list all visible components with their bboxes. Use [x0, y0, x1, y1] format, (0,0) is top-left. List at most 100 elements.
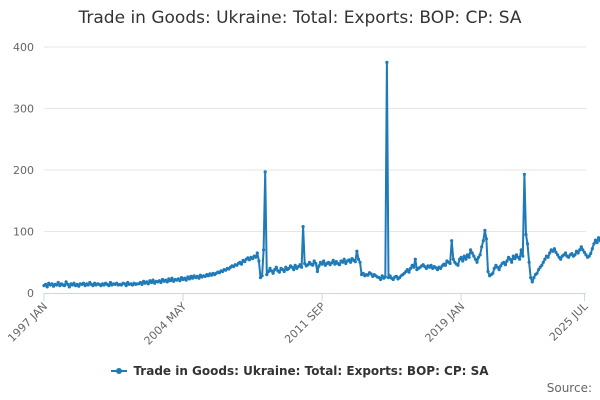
- data-point: [64, 280, 68, 284]
- data-point: [443, 263, 447, 267]
- data-point: [502, 260, 506, 264]
- data-point: [266, 269, 270, 274]
- data-point: [124, 284, 128, 288]
- data-point: [255, 251, 259, 255]
- data-point: [301, 225, 305, 229]
- data-point: [589, 252, 593, 256]
- data-point: [355, 249, 359, 253]
- data-point: [190, 276, 195, 280]
- data-point: [347, 258, 351, 262]
- data-point: [187, 277, 191, 281]
- series-line: [43, 61, 600, 288]
- data-point: [469, 248, 473, 252]
- data-point: [55, 283, 59, 287]
- data-point: [341, 260, 345, 264]
- y-tick-label: 400: [13, 41, 34, 54]
- data-point: [284, 265, 288, 269]
- data-point: [510, 260, 514, 264]
- data-point: [388, 274, 392, 278]
- data-point: [491, 271, 495, 275]
- data-point: [254, 255, 258, 259]
- data-point: [380, 274, 384, 278]
- data-point: [475, 260, 479, 264]
- data-point: [330, 261, 334, 265]
- data-point: [462, 254, 466, 258]
- data-point: [587, 254, 591, 258]
- data-point: [271, 271, 275, 275]
- data-point: [505, 259, 509, 263]
- data-point: [456, 263, 460, 267]
- data-point: [66, 282, 70, 286]
- data-point: [439, 266, 443, 270]
- data-point: [239, 262, 244, 266]
- data-point: [513, 257, 517, 261]
- data-point: [356, 257, 361, 261]
- data-point: [424, 266, 428, 270]
- data-point: [315, 269, 319, 274]
- data-point: [543, 257, 547, 261]
- data-point: [333, 262, 337, 266]
- data-point: [369, 272, 373, 276]
- x-tick-label: 2004 MAY: [142, 300, 190, 348]
- data-point: [108, 280, 112, 285]
- data-point: [529, 276, 533, 280]
- data-point: [385, 60, 389, 64]
- data-point: [451, 257, 455, 261]
- data-point: [464, 257, 468, 261]
- data-point: [473, 257, 477, 261]
- data-point: [379, 277, 383, 282]
- data-point: [269, 269, 274, 273]
- data-point: [317, 264, 321, 268]
- data-point: [495, 265, 500, 269]
- data-point: [461, 259, 465, 263]
- data-point: [268, 266, 272, 270]
- x-tick-label: 2011 SEP: [282, 300, 328, 346]
- data-point: [394, 274, 398, 278]
- data-point: [146, 282, 150, 286]
- legend: Trade in Goods: Ukraine: Total: Exports:…: [0, 364, 600, 379]
- data-point: [151, 278, 155, 282]
- data-point: [349, 260, 353, 264]
- data-point: [290, 265, 294, 269]
- data-point: [429, 263, 433, 267]
- data-point: [556, 253, 560, 257]
- data-point: [518, 257, 522, 261]
- source-credit[interactable]: Source:: [546, 381, 592, 395]
- data-point: [273, 268, 277, 272]
- data-point: [448, 261, 452, 266]
- data-point: [178, 279, 182, 283]
- data-point: [540, 263, 544, 267]
- data-point: [67, 285, 71, 289]
- data-point: [77, 284, 81, 288]
- axes: [43, 293, 586, 301]
- data-point: [537, 268, 541, 272]
- data-point: [554, 250, 558, 254]
- data-point: [530, 280, 534, 284]
- data-point: [81, 281, 86, 285]
- data-point: [159, 280, 163, 285]
- x-tick-label: 2025 JUL: [547, 299, 591, 343]
- data-point: [50, 282, 54, 286]
- data-point: [170, 276, 174, 280]
- data-point: [298, 263, 302, 267]
- data-point: [563, 251, 568, 255]
- data-point: [511, 254, 515, 258]
- data-point: [247, 258, 251, 262]
- data-point: [265, 273, 269, 277]
- data-point: [484, 237, 488, 241]
- data-point: [257, 259, 261, 263]
- data-point: [480, 245, 484, 249]
- data-point: [472, 254, 476, 258]
- data-point: [306, 263, 310, 267]
- tick-labels: 0 100 200 300 400 1997 JAN 2004 MAY 2011 SEP 201…: [5, 41, 591, 348]
- legend-item[interactable]: Trade in Goods: Ukraine: Total: Exports:…: [111, 364, 489, 378]
- data-point: [260, 274, 264, 278]
- data-point: [541, 260, 545, 264]
- data-point: [243, 260, 247, 264]
- series-layer: [43, 61, 600, 288]
- data-point: [140, 282, 144, 286]
- data-point: [303, 261, 307, 266]
- data-point: [149, 280, 154, 285]
- data-point: [331, 258, 335, 262]
